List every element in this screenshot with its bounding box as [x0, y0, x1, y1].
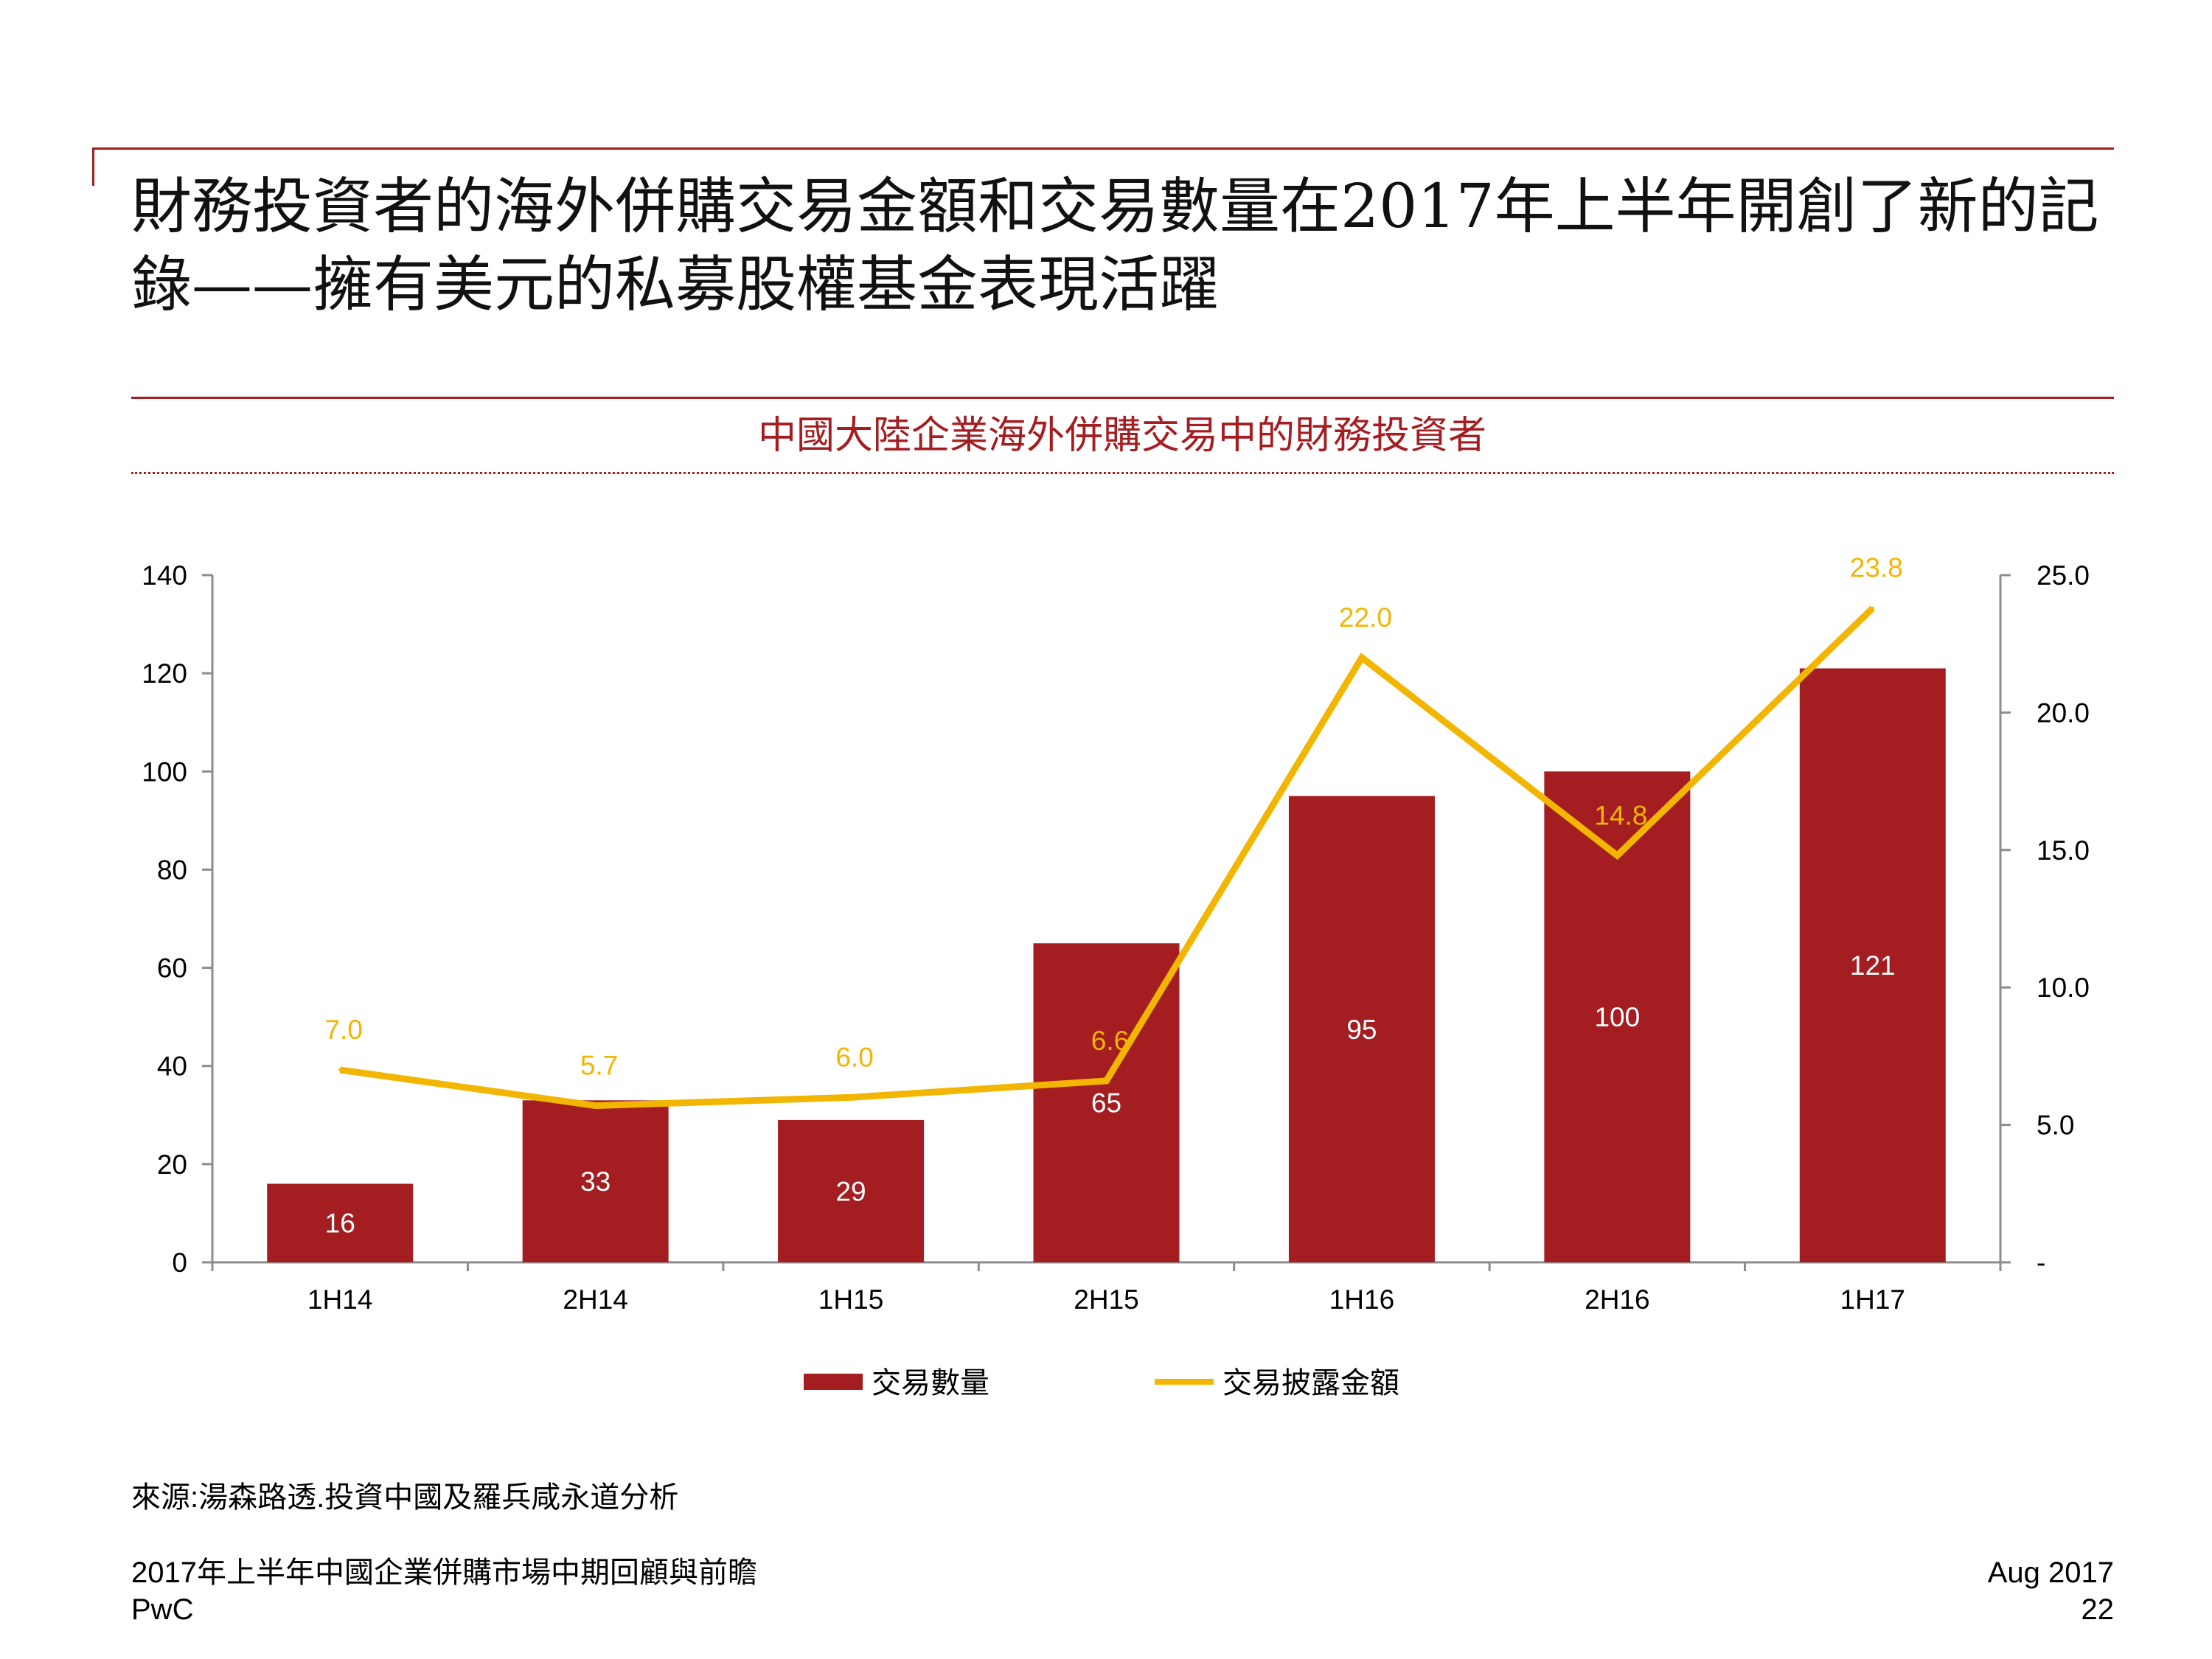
y-right-tick-label: 20.0	[2037, 698, 2090, 728]
line-point	[1105, 1079, 1108, 1082]
bar	[1799, 668, 1946, 1262]
y-left-tick-label: 60	[157, 953, 187, 984]
header-rule-tick	[92, 147, 94, 186]
source-note: 來源:湯森路透.投資中國及羅兵咸永道分析	[131, 1481, 679, 1514]
y-left-tick-label: 20	[157, 1150, 187, 1180]
x-tick-label: 1H17	[1840, 1284, 1905, 1315]
y-right-tick-label: 10.0	[2037, 973, 2090, 1003]
x-tick-label: 1H16	[1329, 1284, 1394, 1315]
line-point	[849, 1096, 853, 1099]
x-tick-label: 2H14	[563, 1284, 627, 1315]
y-left-tick-label: 40	[157, 1051, 187, 1082]
y-right-tick-label: -	[2037, 1248, 2045, 1278]
bar-value-label: 100	[1594, 1002, 1640, 1032]
chart-legend: 交易數量 交易披露金額	[804, 1367, 1399, 1399]
slide-title: 財務投資者的海外併購交易金額和交易數量在2017年上半年開創了新的記錄——擁有美…	[131, 172, 2099, 320]
line-value-label: 6.6	[1091, 1026, 1129, 1056]
x-tick-label: 2H16	[1585, 1284, 1649, 1315]
legend-bar-label: 交易數量	[872, 1367, 990, 1399]
y-left-tick-label: 0	[172, 1248, 187, 1278]
x-tick-label: 1H15	[818, 1284, 883, 1315]
line-value-label: 7.0	[324, 1015, 362, 1045]
combo-chart: 0 20 40 60 80 100 120 140 - 5.0 10.0 15.0 20.0 25.0 1H…	[142, 553, 2090, 1399]
line-value-label: 5.7	[580, 1051, 618, 1081]
bar-value-label: 65	[1091, 1088, 1121, 1119]
bar-value-label: 33	[580, 1166, 611, 1197]
x-tick-label: 1H14	[307, 1284, 372, 1315]
bar-value-label: 29	[835, 1176, 866, 1206]
chart-title-dotted-rule	[131, 472, 2114, 474]
legend-bar-swatch	[804, 1374, 863, 1390]
line-value-label: 23.8	[1850, 553, 1903, 583]
bar	[522, 1100, 669, 1262]
line-series	[338, 605, 1875, 1110]
footer-date: Aug 2017	[1987, 1557, 2114, 1589]
line-point	[338, 1068, 342, 1072]
legend-line-label: 交易披露金額	[1222, 1367, 1399, 1399]
line-value-label: 6.0	[835, 1042, 873, 1072]
y-left-tick-label: 140	[142, 560, 187, 591]
footer-company: PwC	[131, 1593, 194, 1626]
chart-title: 中國大陸企業海外併購交易中的財務投資者	[757, 414, 1486, 458]
bar-value-label: 121	[1850, 950, 1896, 981]
line-value-label: 22.0	[1339, 602, 1392, 633]
bar-series	[267, 668, 1946, 1262]
header-rule	[92, 147, 2114, 150]
y-right-tick-label: 5.0	[2037, 1110, 2074, 1141]
line-point	[1360, 655, 1363, 659]
line-point	[1871, 606, 1874, 610]
line-point	[1615, 854, 1619, 858]
page-number: 22	[2081, 1593, 2115, 1626]
x-tick-label: 2H15	[1074, 1284, 1138, 1315]
bar-value-label: 16	[325, 1208, 355, 1239]
footer-left: 2017年上半年中國企業併購市場中期回顧與前瞻 PwC	[131, 1554, 757, 1628]
bar	[1288, 796, 1435, 1262]
y-right-tick-label: 25.0	[2037, 560, 2090, 591]
y-left-tick-label: 80	[157, 855, 187, 885]
y-left-tick-label: 100	[142, 757, 187, 787]
bar	[778, 1119, 925, 1262]
bar-value-label: 95	[1346, 1015, 1377, 1045]
line-point	[594, 1104, 597, 1107]
bar	[267, 1183, 414, 1262]
y-left-tick-label: 120	[142, 658, 187, 689]
footer-right: Aug 2017 22	[1988, 1554, 2114, 1628]
y-right-tick-label: 15.0	[2037, 835, 2090, 866]
footer-report-title: 2017年上半年中國企業併購市場中期回顧與前瞻	[131, 1557, 757, 1589]
data-labels: 16 33 29 65 95 100 121 7.0 5.7 6.0 6.6 22.0 14.8 23.8	[324, 553, 1902, 1239]
chart-title-top-rule	[131, 397, 2114, 399]
line-value-label: 14.8	[1594, 800, 1647, 830]
